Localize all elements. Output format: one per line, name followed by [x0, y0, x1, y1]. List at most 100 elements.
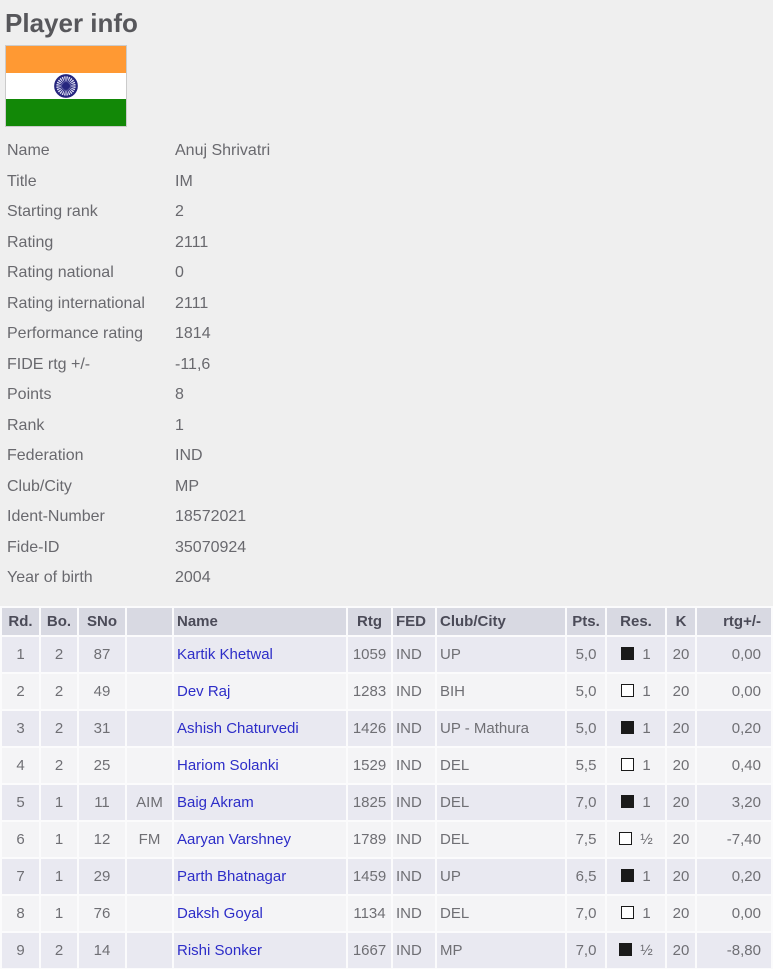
col-header-k: K — [667, 607, 695, 635]
cell-fed: IND — [393, 821, 435, 857]
cell-pts: 6,5 — [567, 858, 605, 894]
cell-round: 6 — [2, 821, 39, 857]
cell-rtg: 1529 — [348, 747, 391, 783]
cell-pts: 5,0 — [567, 636, 605, 672]
player-link[interactable]: Hariom Solanki — [177, 756, 279, 774]
player-link[interactable]: Ashish Chaturvedi — [177, 719, 299, 737]
cell-board: 1 — [41, 784, 77, 820]
result-score: 1 — [642, 719, 651, 737]
info-value: Anuj Shrivatri — [175, 142, 271, 159]
col-header-rtgpm: rtg+/- — [697, 607, 771, 635]
cell-sno: 76 — [79, 895, 125, 931]
info-value: 1814 — [175, 325, 211, 342]
cell-board: 1 — [41, 821, 77, 857]
page-title: Player info — [5, 8, 138, 38]
info-value: -11,6 — [175, 355, 211, 373]
cell-pts: 5,5 — [567, 747, 605, 783]
table-header-row: Rd. Bo. SNo Name Rtg FED Club/City Pts. … — [2, 607, 771, 635]
cell-k: 20 — [667, 636, 695, 672]
cell-rtgpm: -7,40 — [697, 821, 771, 857]
cell-res: 1 — [607, 710, 665, 746]
cell-name: Hariom Solanki — [174, 747, 346, 783]
cell-name: Dev Raj — [174, 673, 346, 709]
cell-sno: 87 — [79, 636, 125, 672]
cell-k: 20 — [667, 932, 695, 968]
info-label: Year of birth — [7, 569, 93, 586]
info-label: Points — [7, 386, 52, 403]
cell-rtgpm: 0,40 — [697, 747, 771, 783]
player-link[interactable]: Daksh Goyal — [177, 904, 263, 922]
col-header-title — [127, 607, 172, 635]
cell-fed: IND — [393, 636, 435, 672]
result-score: 1 — [642, 867, 651, 885]
col-header-club: Club/City — [437, 607, 565, 635]
cell-title — [127, 710, 172, 746]
info-value: 2111 — [175, 233, 209, 251]
player-link[interactable]: Baig Akram — [177, 793, 254, 811]
white-square-icon — [619, 831, 633, 845]
cell-pts: 7,0 — [567, 895, 605, 931]
cell-res: 1 — [607, 747, 665, 783]
cell-res: ½ — [607, 821, 665, 857]
cell-club: BIH — [437, 673, 565, 709]
cell-res: 1 — [607, 895, 665, 931]
player-link[interactable]: Parth Bhatnagar — [177, 867, 287, 885]
cell-title: AIM — [127, 784, 172, 820]
info-row: Federation IND — [0, 441, 773, 472]
info-value: 8 — [175, 386, 184, 403]
cell-rtg: 1667 — [348, 932, 391, 968]
cell-title — [127, 747, 172, 783]
cell-res: ½ — [607, 932, 665, 968]
info-label: Name — [7, 142, 50, 159]
player-link[interactable]: Kartik Khetwal — [177, 645, 273, 663]
info-row: Performance rating 1814 — [0, 319, 773, 350]
cell-rtg: 1789 — [348, 821, 391, 857]
cell-club: DEL — [437, 821, 565, 857]
cell-k: 20 — [667, 821, 695, 857]
cell-round: 7 — [2, 858, 39, 894]
india-flag — [5, 45, 127, 127]
player-link[interactable]: Rishi Sonker — [177, 941, 263, 959]
cell-sno: 11 — [79, 784, 125, 820]
cell-board: 2 — [41, 710, 77, 746]
col-header-pts: Pts. — [567, 607, 605, 635]
col-header-name: Name — [174, 607, 346, 635]
black-square-icon — [621, 794, 635, 808]
flag-stripe-green — [6, 99, 126, 127]
cell-sno: 12 — [79, 821, 125, 857]
info-row: Rating 2111 — [0, 228, 773, 259]
cell-title — [127, 673, 172, 709]
info-value: 2111 — [175, 294, 209, 312]
col-header-sno: SNo — [79, 607, 125, 635]
cell-rtgpm: 0,20 — [697, 858, 771, 894]
info-label: Fide-ID — [7, 538, 60, 556]
result-score: 1 — [642, 793, 651, 811]
cell-board: 1 — [41, 858, 77, 894]
cell-rtg: 1059 — [348, 636, 391, 672]
cell-club: UP — [437, 858, 565, 894]
info-label: Rating international — [7, 294, 145, 312]
cell-k: 20 — [667, 673, 695, 709]
result-score: ½ — [640, 830, 653, 848]
black-square-icon — [619, 942, 633, 956]
cell-round: 3 — [2, 710, 39, 746]
cell-rtg: 1134 — [348, 895, 391, 931]
cell-board: 2 — [41, 636, 77, 672]
info-row: Points 8 — [0, 380, 773, 411]
col-header-board: Bo. — [41, 607, 77, 635]
player-link[interactable]: Dev Raj — [177, 682, 231, 700]
black-square-icon — [621, 646, 635, 660]
info-row: Rating international 2111 — [0, 289, 773, 320]
cell-rtgpm: 0,00 — [697, 636, 771, 672]
table-row: 7 1 29 Parth Bhatnagar 1459 IND UP 6,5 1… — [2, 858, 771, 894]
player-link[interactable]: Aaryan Varshney — [177, 830, 291, 848]
results-table: Rd. Bo. SNo Name Rtg FED Club/City Pts. … — [0, 605, 773, 969]
info-row: Ident-Number 18572021 — [0, 502, 773, 533]
info-label: Rank — [7, 416, 45, 434]
cell-res: 1 — [607, 673, 665, 709]
cell-rtg: 1825 — [348, 784, 391, 820]
results-table-body: 1 2 87 Kartik Khetwal 1059 IND UP 5,0 1 … — [2, 636, 771, 968]
cell-k: 20 — [667, 858, 695, 894]
cell-name: Rishi Sonker — [174, 932, 346, 968]
